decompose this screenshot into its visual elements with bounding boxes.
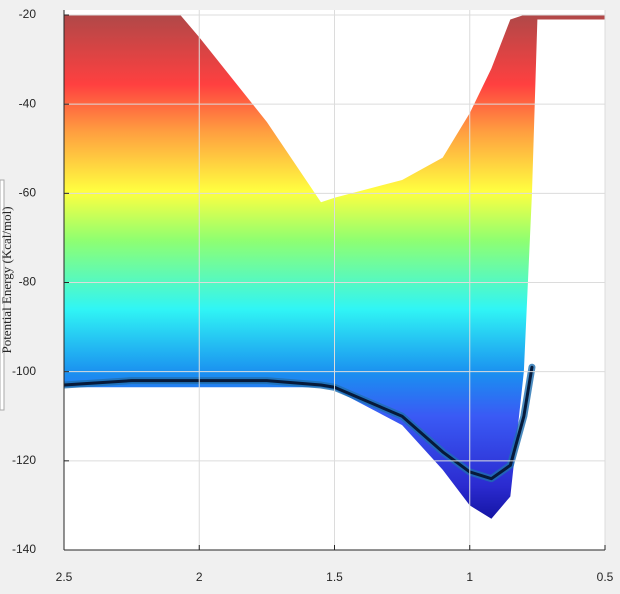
trajectory xyxy=(64,365,534,481)
x-tick-label: 2.5 xyxy=(56,570,73,584)
y-axis-label: Potential Energy (Kcal/mol) xyxy=(0,206,14,353)
panel-edge xyxy=(0,179,5,411)
x-tick-label: 0.5 xyxy=(597,570,614,584)
y-tick-label: -100 xyxy=(12,364,36,378)
y-tick-label: -80 xyxy=(19,275,37,289)
x-tick-label: 1.5 xyxy=(326,570,343,584)
y-tick-label: -140 xyxy=(12,542,36,556)
y-tick-label: -20 xyxy=(19,7,37,21)
x-tick-label: 2 xyxy=(196,570,203,584)
y-tick-label: -40 xyxy=(19,96,37,110)
x-tick-label: 1 xyxy=(466,570,473,584)
y-tick-label: -120 xyxy=(12,453,36,467)
y-tick-label: -60 xyxy=(19,186,37,200)
